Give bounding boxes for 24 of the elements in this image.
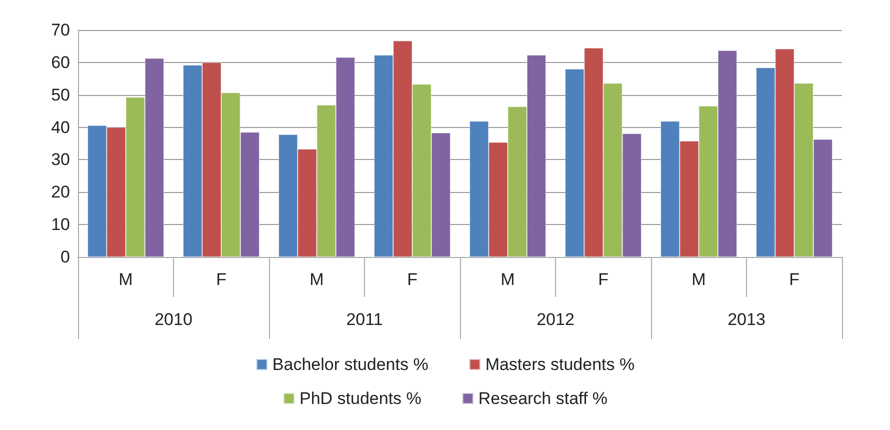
legend-label: Research staff % <box>478 389 608 408</box>
y-tick-label: 0 <box>60 248 70 266</box>
text: 2013 <box>728 310 766 329</box>
y-tick-label: 20 <box>51 182 70 202</box>
x-tick-label: M <box>500 270 515 289</box>
x-tick-label: M <box>118 270 133 289</box>
x-tick-label: F <box>216 270 226 289</box>
y-tick-label: 10 <box>51 215 70 234</box>
x-tick-label: F <box>789 270 800 289</box>
text: 2011 <box>346 310 383 329</box>
x-tick-label: F <box>598 270 608 289</box>
legend-label: Bachelor students % <box>272 355 428 374</box>
x-tick-label: M <box>692 270 706 289</box>
x-tick-label: F <box>407 270 418 289</box>
legend-label: Masters students % <box>485 355 635 374</box>
y-tick-label: 30 <box>51 150 70 170</box>
x-tick-label: M <box>310 270 324 289</box>
text: 2012 <box>536 310 574 329</box>
text: 2010 <box>154 310 192 329</box>
legend-label: PhD students % <box>299 389 422 408</box>
y-tick-label: 60 <box>51 52 70 72</box>
y-tick-label: 70 <box>51 20 70 40</box>
y-tick-label: 40 <box>51 118 70 137</box>
y-tick-label: 50 <box>51 85 70 104</box>
